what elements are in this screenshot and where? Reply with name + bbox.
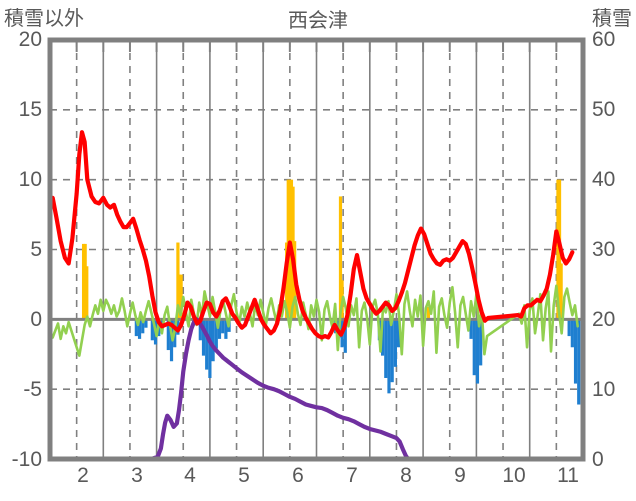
red-line — [50, 130, 575, 340]
ytick-right-3: 30 — [592, 238, 616, 261]
xtick-11: 11 — [557, 464, 579, 487]
blue-bar — [479, 319, 483, 366]
blue-bar — [384, 319, 388, 378]
blue-bar — [567, 319, 571, 337]
orange-bar — [426, 306, 431, 320]
orange-bar — [85, 266, 89, 320]
xtick-3: 3 — [131, 464, 143, 487]
blue-bar — [214, 319, 218, 349]
xtick-8: 8 — [400, 464, 412, 487]
xtick-2: 2 — [77, 464, 89, 487]
right-axis-title: 積雪 — [592, 8, 632, 30]
ytick-left-4: 0 — [30, 308, 42, 331]
ytick-right-4: 20 — [592, 308, 616, 331]
xtick-6: 6 — [292, 464, 304, 487]
chart-title: 西会津 — [288, 10, 348, 32]
ytick-right-2: 40 — [592, 168, 616, 191]
orange-bar — [559, 263, 563, 320]
ytick-left-6: -10 — [11, 448, 42, 471]
blue-bar — [150, 319, 154, 341]
xtick-4: 4 — [184, 464, 196, 487]
blue-bar — [166, 319, 170, 351]
ytick-right-5: 10 — [592, 378, 616, 401]
ytick-right-6: 0 — [592, 448, 604, 471]
ytick-left-2: 10 — [18, 168, 42, 191]
orange-bar — [179, 274, 183, 320]
ytick-right-1: 50 — [592, 98, 616, 121]
blue-bar — [393, 319, 397, 367]
blue-bar — [573, 319, 578, 384]
blue-bar — [577, 319, 581, 405]
blue-bar — [472, 319, 476, 376]
xtick-9: 9 — [454, 464, 466, 487]
orange-bar — [338, 196, 343, 320]
blue-bar — [144, 319, 148, 328]
blue-bar — [396, 319, 401, 348]
ytick-right-0: 60 — [592, 28, 616, 51]
green-line — [51, 284, 579, 357]
blue-bar — [137, 319, 142, 339]
blue-bar — [387, 319, 391, 394]
ytick-left-0: 20 — [18, 28, 42, 51]
blue-bar — [141, 319, 145, 334]
blue-bar — [224, 319, 228, 339]
plot-frame — [47, 37, 586, 462]
blue-bar — [390, 319, 394, 383]
purple-line — [50, 317, 583, 462]
blue-bar — [134, 319, 138, 337]
xtick-7: 7 — [346, 464, 358, 487]
blue-bar — [475, 319, 480, 384]
left-axis-title: 積雪以外 — [4, 8, 84, 30]
xtick-5: 5 — [238, 464, 250, 487]
xtick-10: 10 — [502, 464, 526, 487]
ytick-left-3: 5 — [30, 238, 42, 261]
blue-bar — [205, 319, 209, 370]
blue-bar — [211, 319, 215, 362]
blue-bar — [469, 319, 473, 339]
blue-bar — [221, 319, 225, 334]
blue-bar — [198, 319, 202, 341]
blue-bar — [343, 319, 347, 353]
blue-bar — [570, 319, 574, 348]
blue-bar — [217, 319, 222, 339]
ytick-left-5: -5 — [23, 378, 42, 401]
blue-bar — [208, 319, 212, 378]
blue-bar — [201, 319, 206, 356]
blue-bar — [380, 319, 385, 356]
ytick-left-1: 15 — [18, 98, 42, 121]
